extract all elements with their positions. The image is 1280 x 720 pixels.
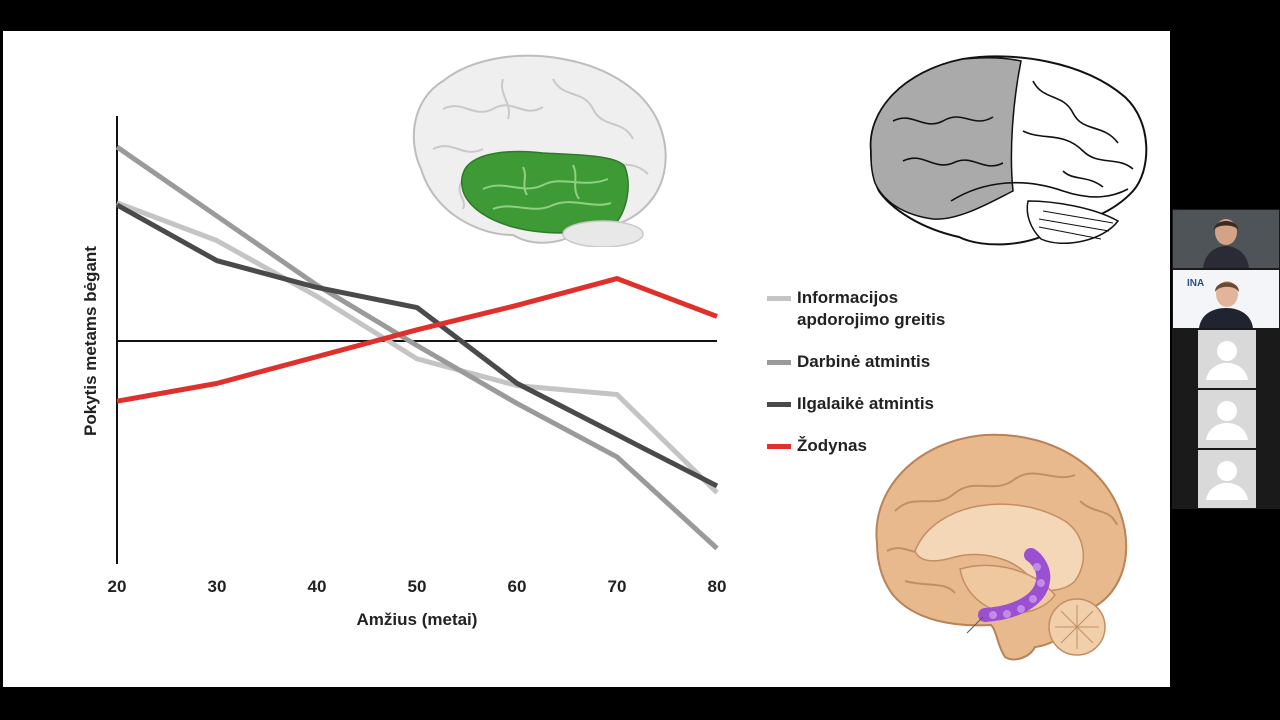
x-tick-label: 30 <box>208 577 227 596</box>
x-tick-label: 40 <box>308 577 327 596</box>
series-line-2 <box>115 202 719 489</box>
participant-video-1[interactable] <box>1173 210 1279 268</box>
x-tick-label: 70 <box>608 577 627 596</box>
legend-item-longterm-memory: Ilgalaikė atmintis <box>767 393 1007 435</box>
legend-swatch <box>767 296 791 301</box>
brain-sagittal-hippocampus-icon <box>875 433 1128 661</box>
chart-legend: Informacijos apdorojimo greitis Darbinė … <box>767 287 1007 477</box>
person-icon <box>1173 270 1279 328</box>
legend-label: Žodynas <box>797 436 867 455</box>
legend-label: Informacijos apdorojimo greitis <box>797 288 946 329</box>
video-participant-panel: INA <box>1172 209 1280 509</box>
presentation-slide: 20 30 40 50 60 70 80 Amžius (metai) Pokytis me… <box>3 31 1170 687</box>
participant-video-3[interactable] <box>1173 330 1279 388</box>
x-axis-label: Amžius (metai) <box>357 610 478 629</box>
series-group <box>115 144 719 551</box>
legend-swatch <box>767 444 791 449</box>
participant-video-5[interactable] <box>1173 450 1279 508</box>
x-tick-label: 60 <box>508 577 527 596</box>
legend-item-vocabulary: Žodynas <box>767 435 1007 477</box>
x-tick-label: 80 <box>708 577 727 596</box>
avatar <box>1198 390 1256 448</box>
legend-label: Ilgalaikė atmintis <box>797 394 934 413</box>
legend-swatch <box>767 360 791 365</box>
person-icon <box>1173 210 1279 268</box>
x-tick-labels: 20 30 40 50 60 70 80 <box>108 577 727 596</box>
series-line-0 <box>116 200 719 495</box>
x-tick-label: 50 <box>408 577 427 596</box>
participant-video-2[interactable]: INA <box>1173 270 1279 328</box>
series-line-3 <box>116 276 718 404</box>
line-chart: 20 30 40 50 60 70 80 Amžius (metai) Pokytis me… <box>81 116 727 629</box>
user-placeholder-icon <box>1206 401 1248 440</box>
legend-swatch <box>767 402 791 407</box>
y-axis-label: Pokytis metams bėgant <box>81 246 100 436</box>
legend-label: Darbinė atmintis <box>797 352 931 371</box>
avatar <box>1198 330 1256 388</box>
x-tick-label: 20 <box>108 577 127 596</box>
user-placeholder-icon <box>1206 461 1248 500</box>
brain-lateral-frontal-icon <box>869 55 1148 246</box>
organization-logo: INA <box>1187 278 1205 289</box>
legend-item-working-memory: Darbinė atmintis <box>767 351 1007 393</box>
brain-lateral-temporal-icon <box>412 54 667 247</box>
avatar <box>1198 450 1256 508</box>
series-line-1 <box>115 144 719 551</box>
user-placeholder-icon <box>1206 341 1248 380</box>
legend-item-speed: Informacijos apdorojimo greitis <box>767 287 1007 351</box>
participant-video-4[interactable] <box>1173 390 1279 448</box>
